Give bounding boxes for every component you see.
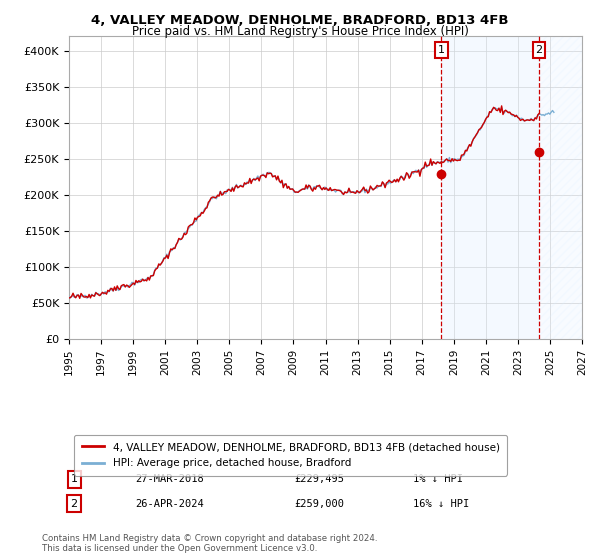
HPI: Average price, detached house, Bradford: (2e+03, 5.79e+04): Average price, detached house, Bradford:… [65,294,73,301]
Legend: 4, VALLEY MEADOW, DENHOLME, BRADFORD, BD13 4FB (detached house), HPI: Average pr: 4, VALLEY MEADOW, DENHOLME, BRADFORD, BD… [74,435,507,475]
Bar [539,36,582,339]
4, VALLEY MEADOW, DENHOLME, BRADFORD, BD13 4FB (detached house) [163,252,170,259]
Text: Contains HM Land Registry data © Crown copyright and database right 2024.
This d: Contains HM Land Registry data © Crown c… [42,534,377,553]
HPI: Average price, detached house, Bradford: (2.02e+03, 2.46e+05): Average price, detached house, Bradford:… [435,158,442,165]
HPI: Average price, detached house, Bradford: (2e+03, 7.04e+04): Average price, detached house, Bradford:… [113,284,121,291]
Text: 1: 1 [71,474,77,484]
4, VALLEY MEADOW, DENHOLME, BRADFORD, BD13 4FB (detached house) [111,283,118,290]
Text: 27-MAR-2018: 27-MAR-2018 [136,474,205,484]
4, VALLEY MEADOW, DENHOLME, BRADFORD, BD13 4FB (detached house) [253,175,260,182]
Text: £229,495: £229,495 [295,474,345,484]
Text: 2: 2 [71,498,77,508]
Text: 26-APR-2024: 26-APR-2024 [136,498,205,508]
HPI: Average price, detached house, Bradford: (2.01e+03, 2.25e+05): Average price, detached house, Bradford:… [272,174,279,180]
Line: HPI: Average price, detached house, Bradford: HPI: Average price, detached house, Brad… [69,108,554,298]
4, VALLEY MEADOW, DENHOLME, BRADFORD, BD13 4FB (detached house) [536,110,543,117]
Text: £259,000: £259,000 [295,498,345,508]
Line: 4, VALLEY MEADOW, DENHOLME, BRADFORD, BD13 4FB (detached house): 4, VALLEY MEADOW, DENHOLME, BRADFORD, BD… [69,106,539,298]
Text: 1: 1 [438,45,445,55]
4, VALLEY MEADOW, DENHOLME, BRADFORD, BD13 4FB (detached house) [498,102,505,109]
4, VALLEY MEADOW, DENHOLME, BRADFORD, BD13 4FB (detached house) [262,174,269,181]
4, VALLEY MEADOW, DENHOLME, BRADFORD, BD13 4FB (detached house) [166,250,173,256]
4, VALLEY MEADOW, DENHOLME, BRADFORD, BD13 4FB (detached house) [523,116,530,123]
Text: Price paid vs. HM Land Registry's House Price Index (HPI): Price paid vs. HM Land Registry's House … [131,25,469,38]
HPI: Average price, detached house, Bradford: (2e+03, 6.47e+04): Average price, detached house, Bradford:… [92,289,100,296]
Bar [442,36,539,339]
HPI: Average price, detached house, Bradford: (2.02e+03, 3.21e+05): Average price, detached house, Bradford:… [491,104,499,111]
4, VALLEY MEADOW, DENHOLME, BRADFORD, BD13 4FB (detached house) [76,295,83,302]
HPI: Average price, detached house, Bradford: (2e+03, 1.53e+05): Average price, detached house, Bradford:… [185,225,192,232]
HPI: Average price, detached house, Bradford: (2e+03, 5.68e+04): Average price, detached house, Bradford:… [83,295,90,301]
Text: 4, VALLEY MEADOW, DENHOLME, BRADFORD, BD13 4FB: 4, VALLEY MEADOW, DENHOLME, BRADFORD, BD… [91,14,509,27]
Text: 1% ↓ HPI: 1% ↓ HPI [413,474,463,484]
HPI: Average price, detached house, Bradford: (2e+03, 1.38e+05): Average price, detached house, Bradford:… [175,236,182,242]
Text: 16% ↓ HPI: 16% ↓ HPI [413,498,469,508]
Title: 4, VALLEY MEADOW, DENHOLME, BRADFORD, BD13 4FB
Price paid vs. HM Land Registry's: 4, VALLEY MEADOW, DENHOLME, BRADFORD, BD… [0,559,1,560]
HPI: Average price, detached house, Bradford: (2.03e+03, 3.15e+05): Average price, detached house, Bradford:… [550,109,557,116]
Text: 2: 2 [535,45,542,55]
4, VALLEY MEADOW, DENHOLME, BRADFORD, BD13 4FB (detached house) [65,295,73,301]
